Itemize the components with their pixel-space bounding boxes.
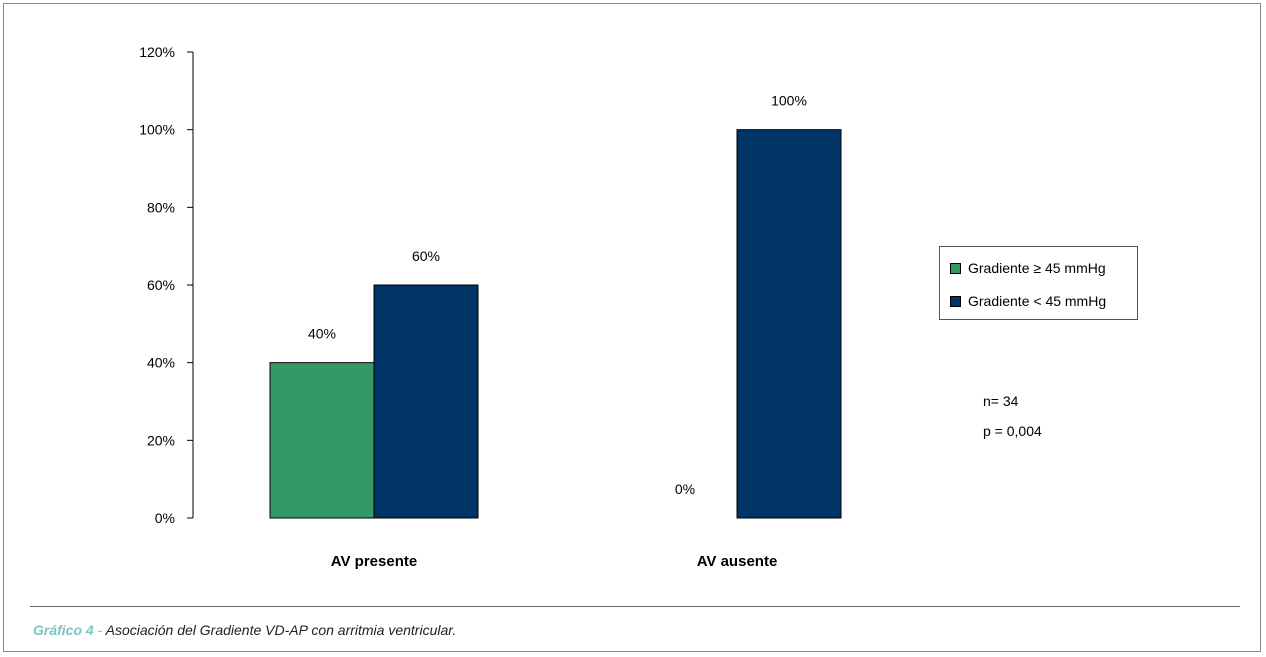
figure-frame [3,3,1261,652]
legend-item-gradient-high: Gradiente ≥ 45 mmHg [950,260,1106,276]
bar-0-0 [269,362,375,519]
y-tick-label-6: 120% [139,44,175,60]
figure-caption: Gráfico 4 - Asociación del Gradiente VD-… [33,622,456,638]
y-tick-label-5: 100% [139,122,175,138]
sample-size-note: n= 34 [983,393,1019,409]
legend-label-gradient-high: Gradiente ≥ 45 mmHg [968,260,1106,276]
y-tick-label-2: 40% [147,355,175,371]
y-tick-label-3: 60% [147,277,175,293]
caption-label: Gráfico 4 [33,622,94,638]
chart-legend: Gradiente ≥ 45 mmHg Gradiente < 45 mmHg [939,246,1138,320]
legend-label-gradient-low: Gradiente < 45 mmHg [968,293,1107,309]
y-tick-label-1: 20% [147,432,175,448]
caption-separator: - [93,622,106,638]
data-label-0-1: 60% [412,248,440,264]
data-label-1-0: 0% [675,481,695,497]
legend-swatch-gradient-low [950,295,961,307]
x-category-label-0: AV presente [331,553,417,570]
caption-text: Asociación del Gradiente VD-AP con arrit… [105,622,457,638]
data-label-0-0: 40% [308,326,336,342]
x-category-label-1: AV ausente [697,553,778,570]
caption-divider [30,606,1240,607]
bar-0-1 [373,284,479,519]
p-value-note: p = 0,004 [983,423,1042,439]
y-tick-label-0: 0% [155,510,175,526]
y-tick-label-4: 80% [147,199,175,215]
bar-1-1 [736,129,842,519]
bar-chart: 0% 20% 40% 60% 80% 100% 120% 40% 60% AV presente 0… [139,44,842,570]
data-label-1-1: 100% [771,93,807,109]
legend-swatch-gradient-high [950,262,961,274]
legend-item-gradient-low: Gradiente < 45 mmHg [950,293,1106,309]
